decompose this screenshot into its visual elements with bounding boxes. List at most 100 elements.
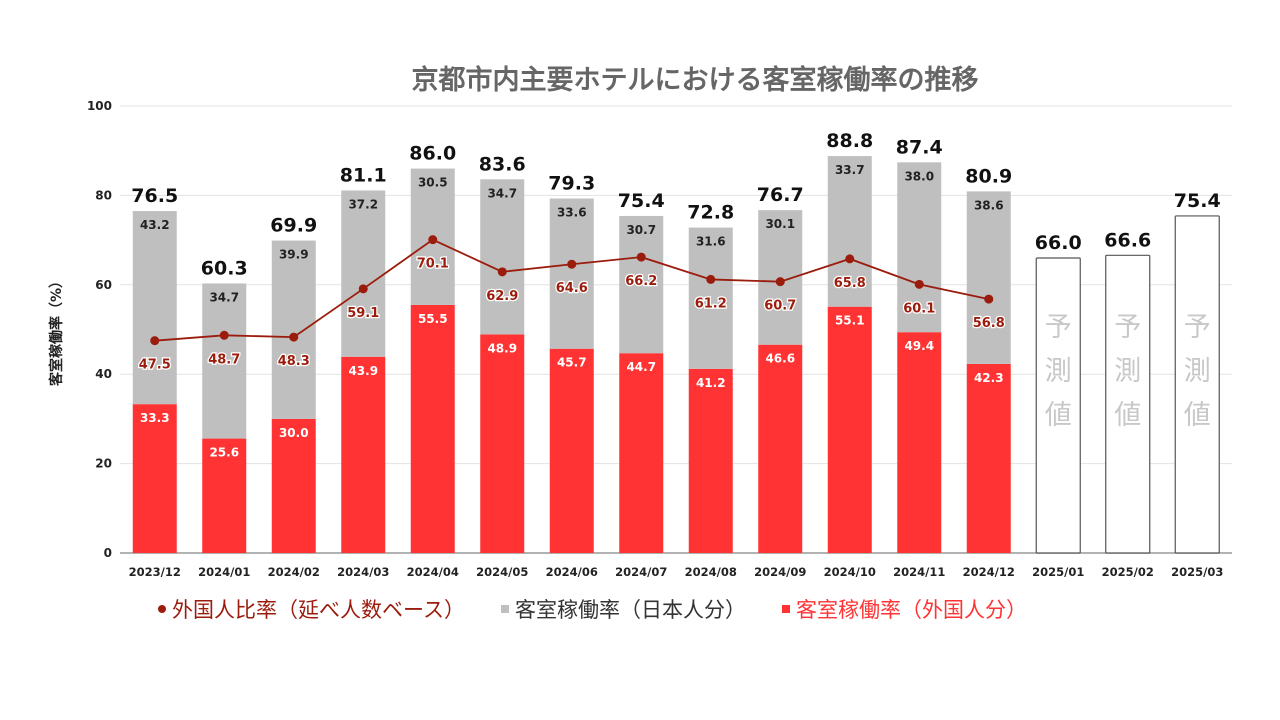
bar-japanese [966,191,1011,364]
data-label-foreign: 44.7 [626,360,656,374]
forecast-label-char: 測 [1114,356,1141,387]
y-tick-label: 0 [104,546,112,560]
forecast-label-char: 値 [1045,400,1072,431]
data-label-total: 80.9 [965,165,1012,187]
forecast-label-char: 予 [1114,312,1141,343]
data-label-foreign: 48.9 [487,341,517,355]
line-point [984,294,994,304]
data-label-japanese: 30.5 [418,176,448,190]
legend-item-foreign[interactable]: 客室稼働率（外国人分） [781,594,1027,624]
data-label-ratio: 48.3 [278,354,310,369]
x-tick-label: 2024/02 [268,565,320,579]
forecast-label-char: 予 [1045,312,1072,343]
data-label-total: 75.4 [618,190,665,212]
bar-forecast [1105,254,1151,554]
x-tick-label: 2025/01 [1032,565,1084,579]
bar-japanese [132,211,177,405]
forecast-label-char: 値 [1114,400,1141,431]
line-point [289,332,299,342]
bar-japanese [271,240,316,419]
line-point [150,336,160,346]
bar-foreign [966,363,1011,553]
line-point [706,274,716,284]
legend-label: 客室稼働率（日本人分） [514,598,746,622]
data-label-total: 75.4 [1174,190,1221,212]
line-point [775,277,785,287]
forecast-label-char: 値 [1184,400,1211,431]
data-label-japanese: 34.7 [487,186,517,200]
data-label-foreign: 25.6 [209,446,239,460]
data-label-total: 88.8 [826,130,873,152]
data-label-ratio: 47.5 [139,358,171,373]
data-label-japanese: 38.6 [974,198,1004,212]
bar-japanese [827,156,872,307]
bar-japanese [619,215,664,354]
legend: 外国人比率（延べ人数ベース） 客室稼働率（日本人分） 客室稼働率（外国人分） [158,594,1063,624]
data-label-ratio: 61.2 [695,296,727,311]
data-label-total: 60.3 [201,257,248,279]
legend-item-foreign-ratio[interactable]: 外国人比率（延べ人数ベース） [158,594,465,624]
data-label-ratio: 59.1 [347,306,379,321]
data-label-japanese: 37.2 [348,197,378,211]
legend-item-japanese[interactable]: 客室稼働率（日本人分） [500,594,746,624]
forecast-label-char: 測 [1045,356,1072,387]
data-label-japanese: 39.9 [279,248,309,262]
x-axis-ticks: 2023/12 2024/01 2024/02 2024/03 2024/04 2024/… [129,565,1224,579]
data-label-foreign: 33.3 [140,411,170,425]
data-label-foreign: 41.2 [696,376,726,390]
line-point [358,284,368,294]
x-tick-label: 2024/10 [824,565,876,579]
data-label-total: 69.9 [270,215,317,237]
data-label-total: 72.8 [687,202,734,224]
data-label-japanese: 33.7 [835,163,865,177]
bar-foreign [341,356,386,553]
bar-foreign [688,368,733,553]
x-tick-label: 2023/12 [129,565,181,579]
bar-foreign [480,334,525,553]
bar-forecast [1174,215,1220,554]
legend-square-icon [781,605,790,613]
x-tick-label: 2024/03 [337,565,389,579]
y-axis-label: 客室稼働率（%） [48,274,65,387]
line-point [636,252,646,262]
bar-foreign [271,418,316,553]
data-label-ratio: 65.8 [834,276,866,291]
bar-forecast [1035,257,1081,554]
line-series [150,235,994,346]
data-label-foreign: 46.6 [765,352,795,366]
bar-japanese [549,198,594,349]
forecast-label-char: 測 [1184,356,1211,387]
bar-foreign [827,306,872,553]
x-tick-label: 2024/01 [198,565,250,579]
data-label-ratio: 60.7 [764,299,796,314]
data-label-foreign: 43.9 [348,364,378,378]
legend-label: 外国人比率（延べ人数ベース） [172,598,465,622]
legend-square-icon [500,605,509,613]
x-tick-label: 2024/04 [407,565,459,579]
bars [132,156,1220,554]
data-label-foreign: 45.7 [557,356,587,370]
chart-title: 京都市内主要ホテルにおける客室稼働率の推移 [411,65,979,96]
bar-foreign [549,348,594,553]
line-point [567,259,577,269]
data-label-total: 79.3 [548,173,595,195]
bar-japanese [202,283,247,439]
x-tick-label: 2024/05 [476,565,528,579]
data-label-japanese: 30.1 [765,217,795,231]
data-label-ratio: 48.7 [208,352,240,367]
bar-foreign [619,353,664,553]
y-tick-label: 100 [87,99,112,113]
data-label-total: 66.0 [1035,232,1082,254]
x-tick-label: 2024/11 [893,565,945,579]
line-point [845,254,855,264]
data-label-ratio: 66.2 [625,274,657,289]
data-label-total: 86.0 [409,143,456,165]
line-point [914,279,924,289]
bar-japanese [341,190,386,357]
line-point [428,235,438,245]
bar-japanese [688,227,733,369]
data-label-foreign: 30.0 [279,426,309,440]
bar-japanese [480,179,525,335]
data-label-ratio: 62.9 [486,289,518,304]
